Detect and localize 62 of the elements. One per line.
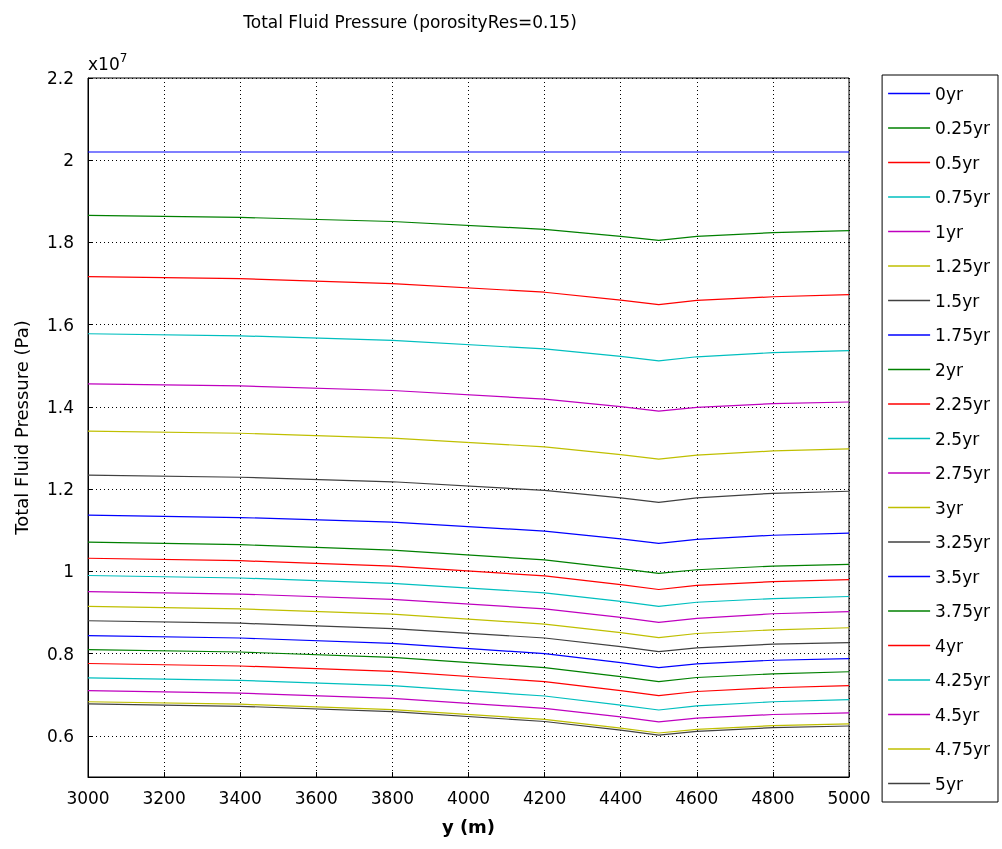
line-series [87,690,850,723]
line-series [87,333,850,362]
x-tick-label: 4800 [751,787,795,808]
legend-label: 2.75yr [935,463,991,483]
y-tick-label: 2 [63,150,74,171]
y-tick-label: 1.6 [46,314,74,335]
y-tick-label: 1 [63,561,74,582]
x-tick-label: 5000 [827,787,871,808]
legend-label: 1yr [935,221,963,242]
legend-label: 5yr [935,773,963,794]
line-series [87,634,850,669]
x-tick-label: 4600 [675,787,719,808]
legend-label: 2.5yr [935,428,980,449]
legend-label: 4yr [935,635,963,656]
line-series [87,383,850,412]
line-series [87,590,850,623]
line-series [87,514,850,545]
x-tick-label: 3400 [218,787,262,808]
y-tick-label: 2.2 [46,68,74,88]
legend-label: 0.75yr [935,187,991,207]
line-series [87,541,850,575]
line-series [87,677,850,711]
x-tick-label: 3000 [66,787,110,808]
y-tick-label: 0.6 [46,725,74,746]
line-series [87,557,850,591]
y-tick-label: 1.4 [46,396,74,417]
x-tick-label: 3800 [370,787,415,808]
legend-label: 3.5yr [935,566,980,587]
y-tick-label: 0.8 [46,643,74,664]
x-axis-title: y (m) [441,815,496,837]
legend-label: 1.5yr [935,290,980,311]
chart-title: Total Fluid Pressure (porosityRes=0.15) [242,11,577,32]
line-series [87,430,850,460]
legend-label: 3.75yr [935,601,991,621]
legend-label: 0.25yr [935,118,991,138]
y-tick-label: 1.2 [46,479,74,500]
x-tick-label: 3200 [142,787,186,808]
legend-label: 1.25yr [935,256,991,276]
legend-label: 4.5yr [935,704,980,725]
x-tick-label: 4200 [522,787,567,808]
legend-label: 4.25yr [935,670,991,690]
line-series [87,605,850,639]
legend-label: 2.25yr [935,394,991,414]
y-tick-label: 1.8 [46,232,74,253]
legend-label: 2yr [935,359,963,380]
line-series [87,648,850,683]
legend-label: 3yr [935,497,963,518]
line-series [87,574,850,607]
line-series [87,214,850,242]
x-tick-label: 3600 [294,787,338,808]
line-series [87,662,850,697]
legend-label: 3.25yr [935,532,991,552]
line-series [87,620,850,653]
legend-label: 1.75yr [935,325,991,345]
x-tick-label: 4400 [599,787,643,808]
x-tick-label: 4000 [446,787,491,808]
legend-label: 4.75yr [935,739,991,759]
y-axis-title: Total Fluid Pressure (Pa) [10,320,32,536]
line-series [87,276,850,306]
legend-label: 0.5yr [935,152,980,173]
line-series [87,474,850,503]
legend-label: 0yr [935,83,963,104]
